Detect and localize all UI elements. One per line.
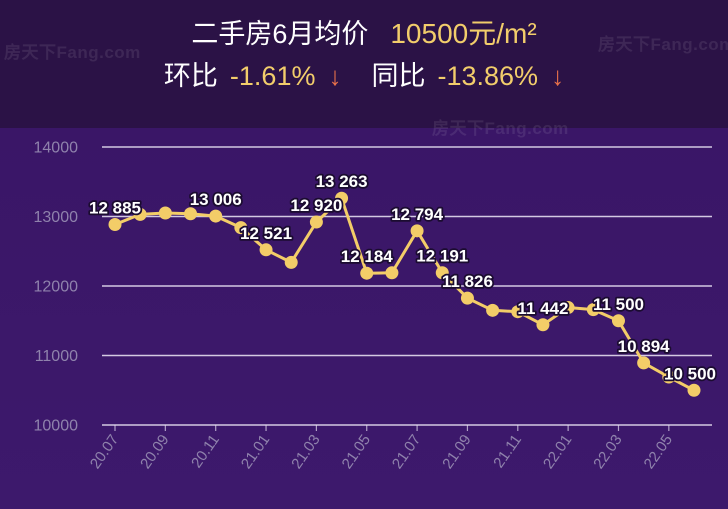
average-price: 10500元/m²: [390, 18, 537, 49]
x-tick-label: 20.11: [188, 432, 223, 472]
data-label: 12 794: [391, 205, 444, 224]
data-point: [385, 266, 399, 280]
x-tick-label: 20.07: [87, 432, 122, 473]
mom-value: -1.61%: [229, 61, 316, 91]
y-axis: 10000 11000 12000 13000 14000: [34, 140, 79, 435]
data-point: [158, 206, 172, 220]
down-arrow-icon: ↓: [551, 61, 565, 91]
data-point: [360, 266, 374, 280]
data-point: [511, 305, 525, 319]
data-point: [410, 224, 424, 238]
data-point: [637, 356, 651, 370]
data-points: [108, 191, 701, 397]
yoy-value: -13.86%: [437, 61, 539, 91]
chart-panel: 10000 11000 12000 13000 14000 20.07 20.09 20.1…: [0, 128, 728, 509]
data-point: [586, 303, 600, 317]
data-point: [687, 383, 701, 397]
page-title: 二手房6月均价: [191, 19, 369, 49]
data-label: 13 263: [316, 172, 368, 191]
data-point: [184, 207, 198, 221]
x-tick-label: 22.05: [641, 432, 676, 473]
data-label: 12 521: [240, 224, 292, 243]
data-labels: 12 885 13 006 12 521 12 920 13 263 12 184 12 7…: [87, 170, 718, 385]
x-tick-label: 22.01: [540, 432, 575, 473]
title-row: 二手房6月均价 10500元/m²: [0, 18, 728, 50]
y-tick-label: 11000: [35, 348, 78, 365]
data-point: [108, 217, 122, 231]
data-point: [536, 318, 550, 332]
data-point: [335, 191, 349, 205]
data-point: [309, 215, 323, 229]
x-tick-label: 22.03: [590, 432, 625, 473]
y-tick-label: 14000: [34, 140, 79, 157]
x-tick-label: 21.05: [339, 432, 374, 473]
data-label: 10 894: [618, 337, 671, 356]
data-label: 11 500: [593, 295, 644, 314]
data-point: [133, 207, 147, 221]
x-tick-label: 21.11: [490, 432, 525, 472]
x-tick-label: 21.03: [288, 432, 323, 473]
watermark-logo: 房天下Fang.com: [432, 119, 569, 138]
change-row: 环比 -1.61% ↓ 同比 -13.86% ↓: [0, 61, 728, 92]
watermark-logo: 房天下Fang.com: [4, 43, 141, 62]
x-axis: 20.07 20.09 20.11 21.01 21.03 21.05 21.07 21.09…: [87, 425, 676, 472]
gridlines: [102, 146, 712, 426]
down-arrow-icon: ↓: [328, 61, 342, 91]
data-point: [486, 303, 500, 317]
summary-header: 二手房6月均价 10500元/m² 环比 -1.61% ↓ 同比 -13.86%…: [0, 0, 728, 128]
data-label: 12 885: [89, 198, 141, 217]
data-label: 12 191: [416, 247, 468, 266]
data-label: 12 920: [290, 196, 342, 215]
data-label: 12 184: [341, 247, 394, 266]
x-tick-label: 20.09: [137, 432, 172, 473]
x-tick-label: 21.09: [439, 432, 474, 473]
data-point: [662, 370, 676, 384]
data-label: 11 826: [442, 272, 493, 291]
data-point: [209, 209, 223, 223]
mom-label: 环比: [163, 61, 218, 91]
data-label: 10 500: [664, 364, 716, 383]
data-point: [234, 221, 248, 235]
y-tick-label: 12000: [34, 279, 79, 296]
yoy-label: 同比: [371, 61, 426, 91]
data-label: 11 442: [517, 299, 568, 318]
data-point: [460, 291, 474, 305]
line-chart: 10000 11000 12000 13000 14000 20.07 20.09 20.1…: [34, 140, 718, 473]
data-point: [611, 314, 625, 328]
data-label: 13 006: [190, 190, 242, 209]
y-tick-label: 13000: [34, 209, 79, 226]
data-point: [259, 243, 273, 257]
watermark-logo: 房天下Fang.com: [598, 35, 728, 54]
x-tick-label: 21.01: [238, 432, 273, 473]
y-tick-label: 10000: [34, 418, 79, 435]
data-point: [284, 255, 298, 269]
x-tick-label: 21.07: [389, 432, 424, 473]
data-point: [561, 301, 575, 315]
data-point: [435, 266, 449, 280]
